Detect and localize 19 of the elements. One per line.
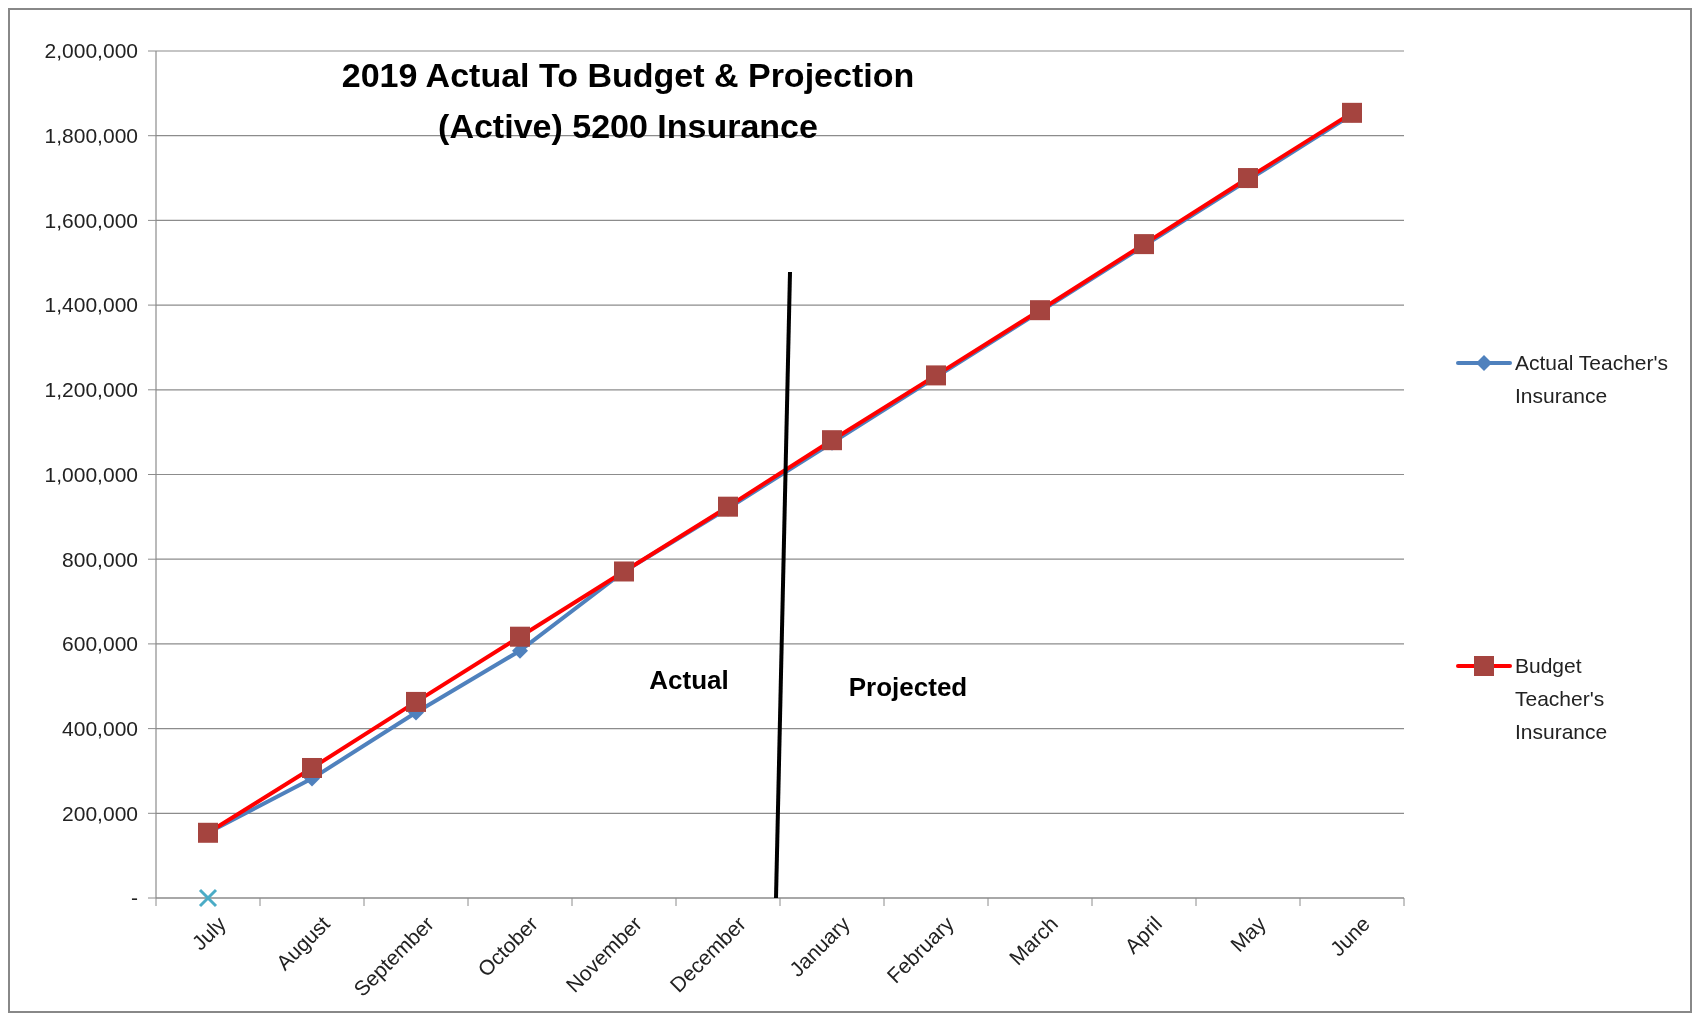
y-tick-label: 600,000 (62, 632, 138, 656)
y-tick-label: 400,000 (62, 716, 138, 740)
legend-label: Budget Teacher's Insurance (1515, 654, 1608, 744)
y-tick-label: 200,000 (62, 801, 138, 825)
y-tick-label: 1,200,000 (44, 378, 138, 402)
x-tick-label: July (187, 911, 231, 955)
y-tick-label: 1,000,000 (44, 462, 138, 486)
y-tick-label: 1,600,000 (44, 208, 138, 232)
annotation: Actual (649, 665, 729, 696)
annotation: Projected (848, 672, 968, 703)
y-tick-label: 1,800,000 (44, 124, 138, 148)
legend-label: Actual Teacher's Insurance (1515, 351, 1669, 408)
y-tick-label: 800,000 (62, 547, 138, 571)
y-tick-label: 1,400,000 (44, 293, 138, 317)
point (198, 888, 218, 908)
y-tick-label: - (131, 886, 138, 910)
x-tick-label: May (1225, 911, 1271, 957)
y-tick-label: 2,000,000 (44, 39, 138, 63)
text: 2019 Actual To Budget & Projection (Active) 5200 Insurance (341, 55, 915, 145)
